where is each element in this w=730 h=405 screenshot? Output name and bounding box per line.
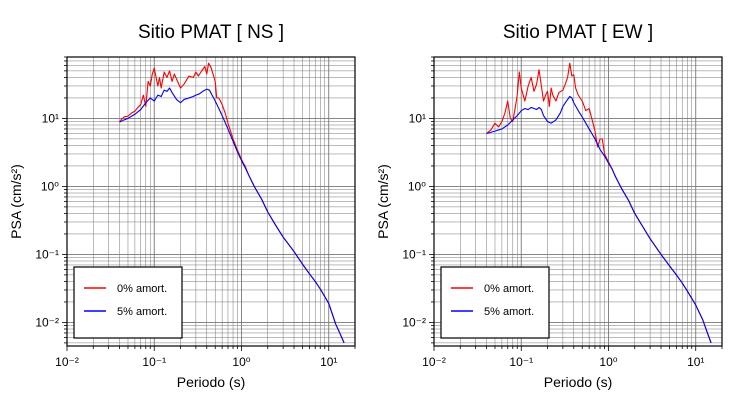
y-axis-label: PSA (cm/s²) bbox=[8, 164, 24, 239]
legend-label: 5% amort. bbox=[484, 306, 534, 318]
series-line-blue bbox=[486, 95, 712, 344]
y-tick-label: 10¹ bbox=[42, 111, 59, 125]
series-line-blue bbox=[119, 87, 345, 344]
legend-label: 5% amort. bbox=[117, 306, 167, 318]
legend: 0% amort. 5% amort. bbox=[73, 266, 183, 339]
y-tick-label: 10⁰ bbox=[408, 179, 426, 193]
y-tick-label: 10¹ bbox=[409, 111, 426, 125]
plot-frame bbox=[66, 56, 356, 347]
x-tick-label: 10⁻¹ bbox=[142, 355, 166, 369]
x-tick-label: 10⁻¹ bbox=[509, 355, 533, 369]
chart-panel-2: 10⁻² 10⁻¹ 10⁰ 10¹ 10⁻² 10⁻¹ 10⁰ 10¹ Periodo (s) P… bbox=[375, 22, 723, 390]
x-tick-label: 10⁰ bbox=[599, 355, 617, 369]
chart-panel-1: 10⁻² 10⁻¹ 10⁰ 10¹ 10⁻² 10⁻¹ 10⁰ 10¹ Periodo (s) P… bbox=[8, 22, 356, 390]
legend-box bbox=[73, 266, 183, 339]
y-tick-label: 10⁻² bbox=[402, 315, 426, 329]
legend-box bbox=[440, 266, 550, 339]
x-tick-label: 10¹ bbox=[687, 355, 704, 369]
x-tick-label: 10⁰ bbox=[232, 355, 250, 369]
y-tick-label: 10⁻² bbox=[35, 315, 59, 329]
x-axis-label: Periodo (s) bbox=[544, 374, 612, 390]
plot-frame bbox=[433, 56, 723, 347]
legend-label: 0% amort. bbox=[117, 283, 167, 295]
y-axis-label: PSA (cm/s²) bbox=[375, 164, 391, 239]
x-tick-label: 10¹ bbox=[320, 355, 337, 369]
legend-label: 0% amort. bbox=[484, 283, 534, 295]
y-tick-label: 10⁰ bbox=[41, 179, 59, 193]
chart-title: Sitio PMAT [ NS ] bbox=[138, 22, 284, 43]
y-tick-label: 10⁻¹ bbox=[402, 247, 426, 261]
x-tick-label: 10⁻² bbox=[55, 355, 79, 369]
chart-title: Sitio PMAT [ EW ] bbox=[503, 22, 653, 43]
x-tick-label: 10⁻² bbox=[422, 355, 446, 369]
y-tick-label: 10⁻¹ bbox=[35, 247, 59, 261]
x-axis-label: Periodo (s) bbox=[177, 374, 245, 390]
legend: 0% amort. 5% amort. bbox=[440, 266, 550, 339]
